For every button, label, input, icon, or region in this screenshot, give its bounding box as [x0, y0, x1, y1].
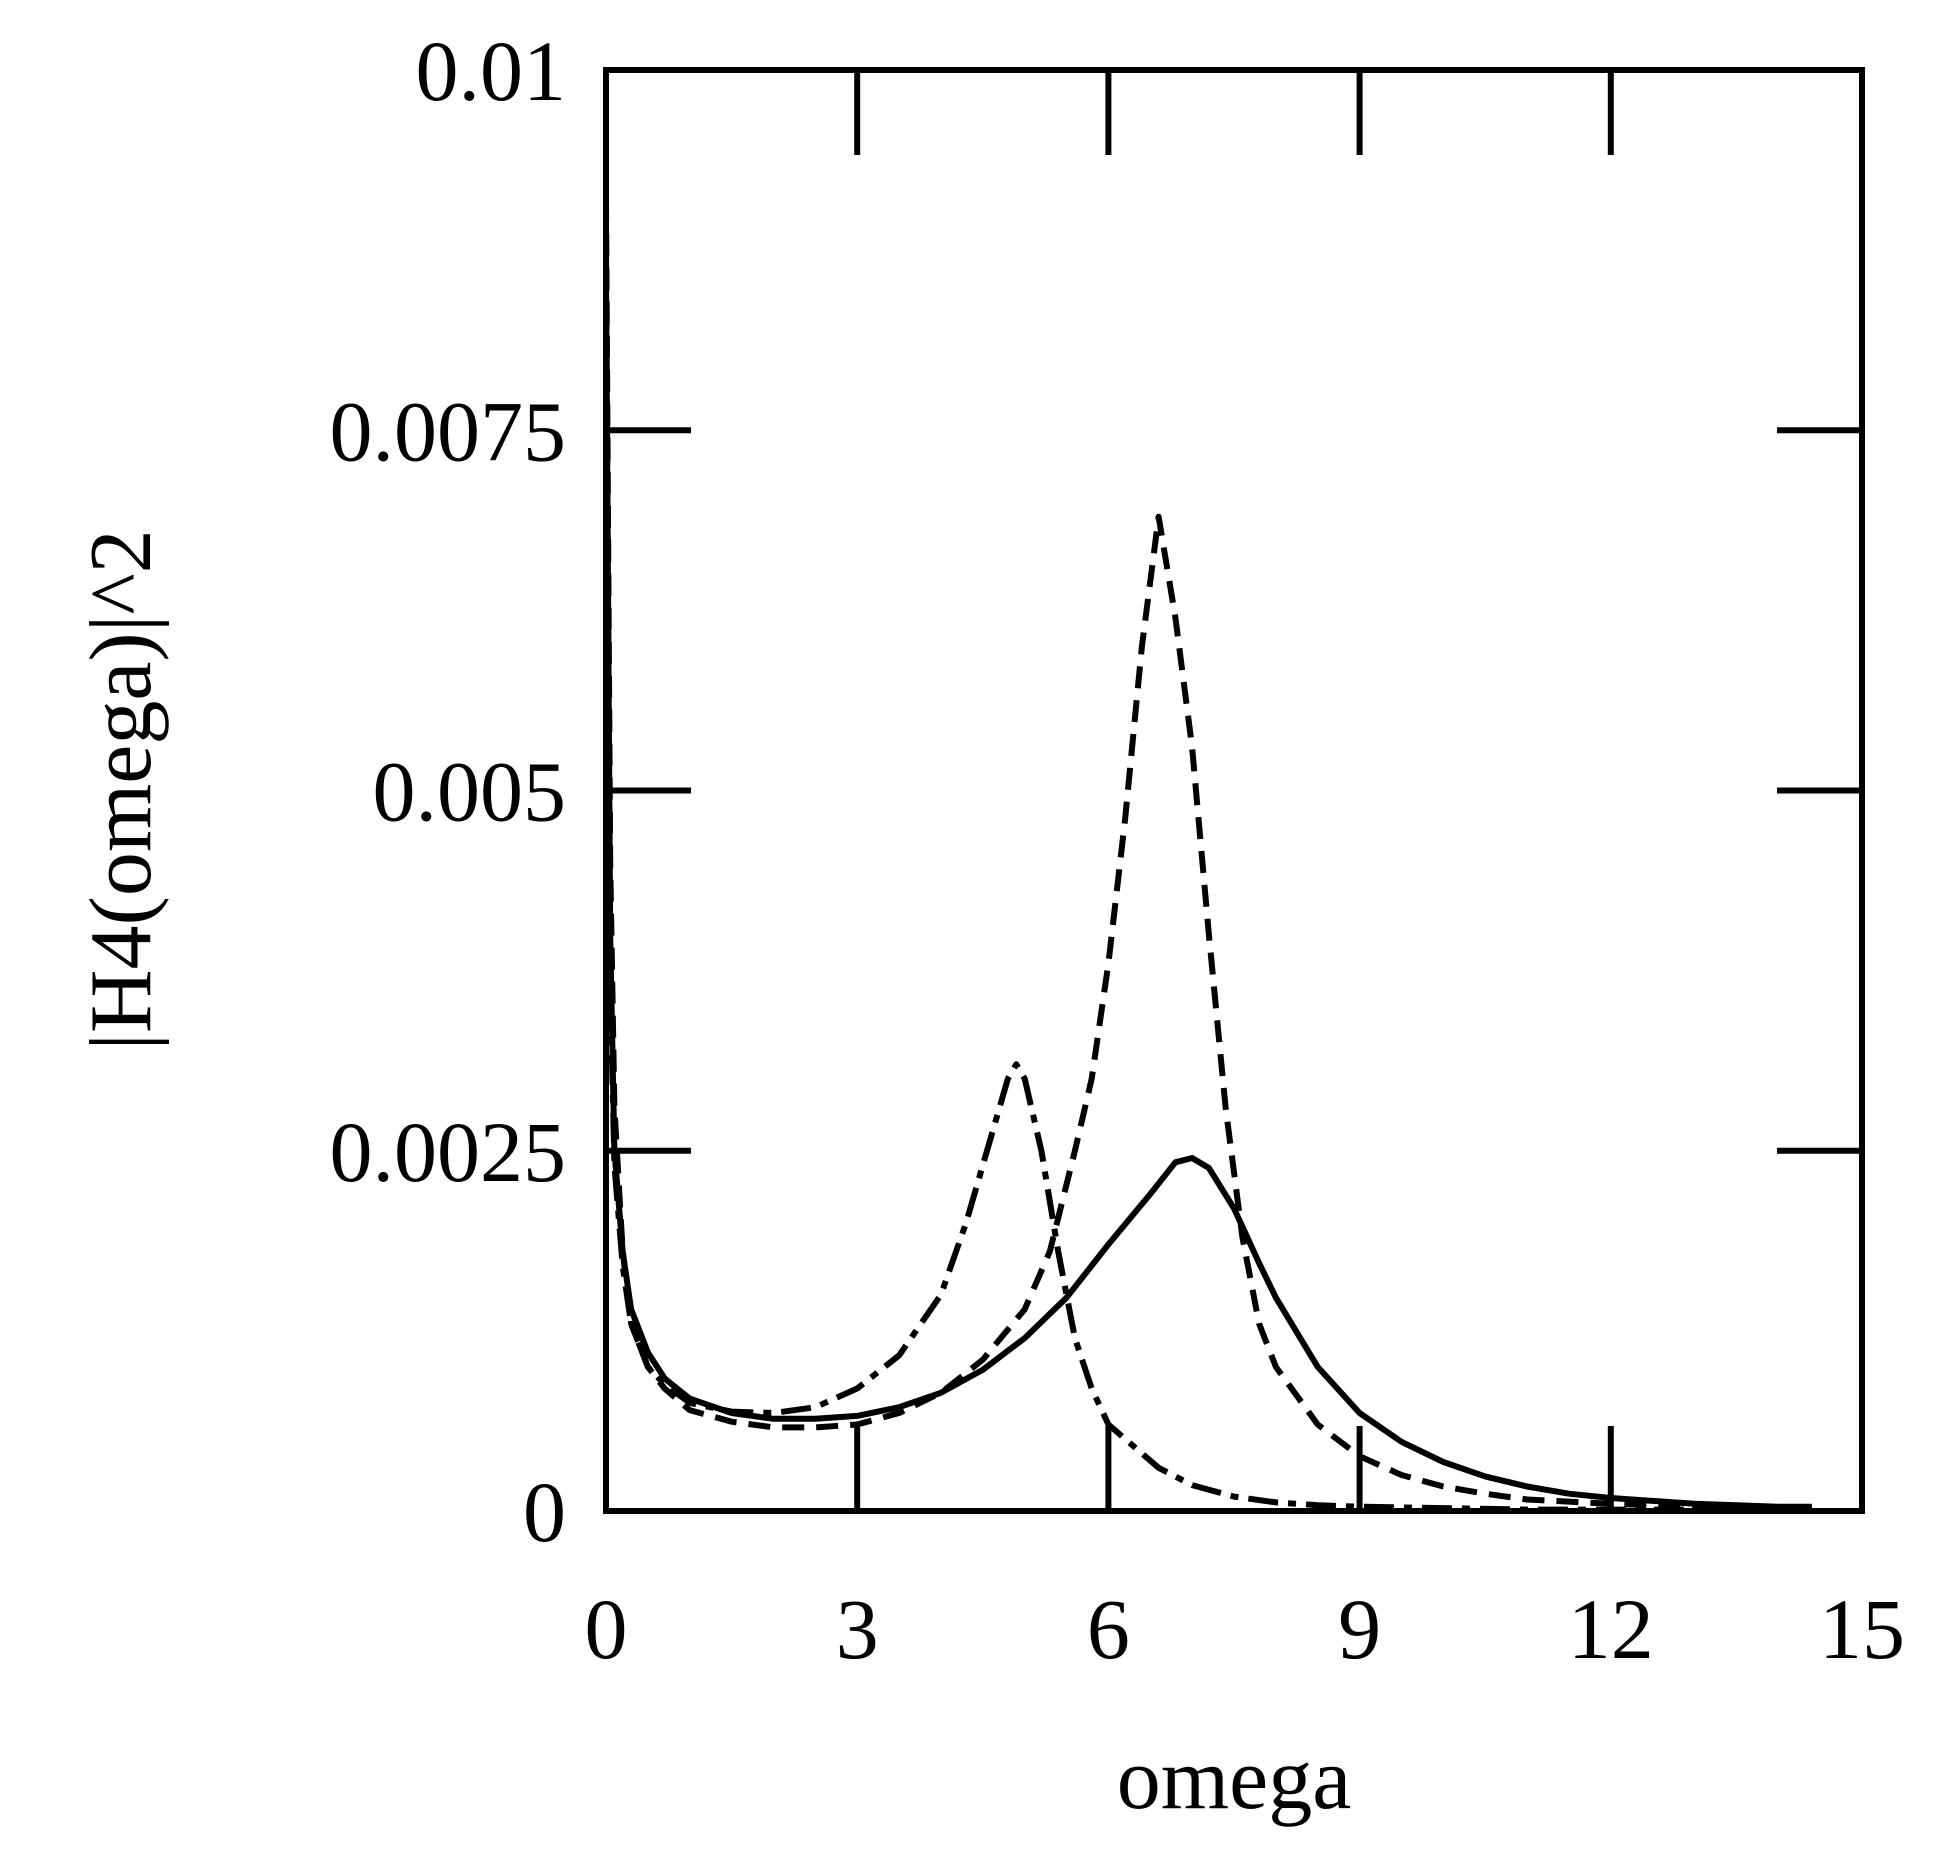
y-tick-label: 0.0025	[330, 1104, 567, 1200]
series-line-dashed	[603, 199, 1812, 1512]
x-tick-labels: 0 3 6 9 12 15	[585, 1581, 1906, 1677]
y-tick-label: 0	[523, 1464, 566, 1560]
y-tick-labels: 0 0.0025 0.005 0.0075 0.01	[330, 23, 567, 1560]
axis-ticks	[606, 70, 1862, 1511]
x-axis-title: omega	[1117, 1731, 1352, 1828]
series-group	[603, 199, 1812, 1513]
x-tick-label: 0	[585, 1581, 628, 1677]
series-line-dash-dot	[603, 242, 1812, 1513]
x-tick-label: 12	[1568, 1581, 1654, 1677]
series-line-solid	[603, 271, 1812, 1510]
x-tick-label: 6	[1087, 1581, 1130, 1677]
x-tick-label: 15	[1819, 1581, 1905, 1677]
y-tick-label: 0.01	[416, 23, 567, 119]
y-tick-label: 0.005	[373, 744, 567, 840]
y-axis-title: |H4(omega)|^2	[73, 529, 170, 1050]
x-tick-label: 9	[1338, 1581, 1381, 1677]
x-tick-label: 3	[836, 1581, 879, 1677]
plot-frame	[603, 67, 1865, 1514]
y-tick-label: 0.0075	[330, 383, 567, 479]
